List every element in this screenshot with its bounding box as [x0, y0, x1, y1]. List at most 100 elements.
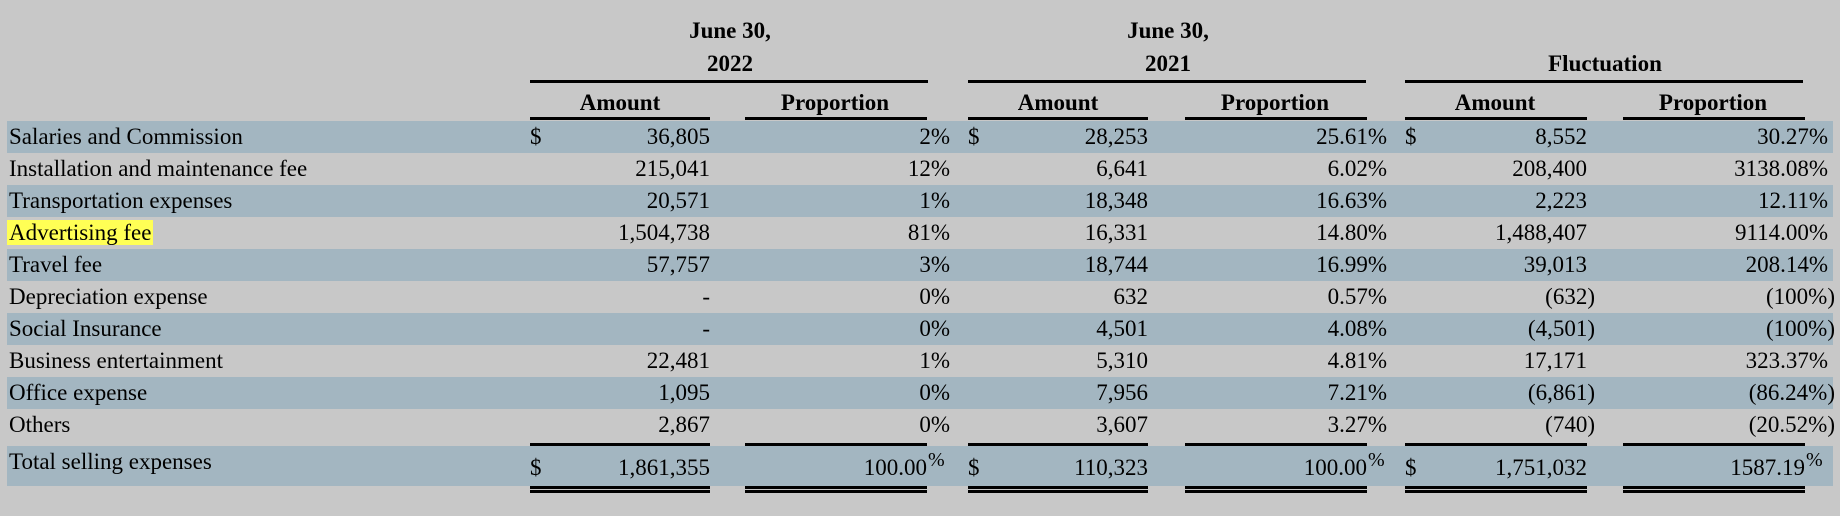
- cell-amount-fluct: 8,552: [1535, 124, 1587, 149]
- col-rule: [530, 117, 710, 120]
- row-label: Business entertainment: [9, 348, 223, 373]
- highlight-mark: Advertising fee: [7, 220, 154, 245]
- cell-proportion-2021: 25.61%: [1316, 124, 1387, 149]
- cell-amount-2022: -: [702, 316, 710, 341]
- dollar-sign: $: [1405, 124, 1417, 149]
- row-label: Others: [9, 412, 71, 437]
- subtotal-rule: [1405, 443, 1587, 446]
- group-header-2022: June 30, 2022: [530, 14, 930, 80]
- cell-proportion-2022: 81%: [907, 220, 950, 245]
- row-band: [7, 446, 1833, 486]
- cell-proportion-fluct: 9114.00%: [1734, 220, 1828, 245]
- cell-proportion-fluct: (20.52%): [1748, 412, 1835, 437]
- cell-proportion-fluct: 12.11%: [1757, 188, 1828, 213]
- total-proportion-2022-pct: %: [928, 449, 945, 471]
- group-header-2022-line2: 2022: [707, 51, 753, 76]
- row-band: [7, 377, 1833, 409]
- total-proportion-fluct: 1587.19: [1730, 455, 1805, 480]
- col-rule: [1405, 117, 1587, 120]
- total-double-rule: [530, 486, 710, 493]
- cell-amount-2022: 20,571: [646, 188, 710, 213]
- cell-amount-2021: 6,641: [1096, 156, 1148, 181]
- col-proportion-2022: Proportion: [780, 90, 890, 115]
- group-header-2021: June 30, 2021: [968, 14, 1368, 80]
- cell-amount-2021: 7,956: [1096, 380, 1148, 405]
- row-label: Social Insurance: [9, 316, 162, 341]
- total-amount-fluct: 1,751,032: [1495, 455, 1587, 480]
- group-header-fluctuation: Fluctuation: [1548, 51, 1662, 76]
- cell-amount-2022: 36,805: [646, 124, 710, 149]
- cell-amount-fluct: 17,171: [1523, 348, 1587, 373]
- cell-proportion-2021: 16.99%: [1316, 252, 1387, 277]
- col-amount-fluct: Amount: [1454, 90, 1536, 115]
- cell-amount-fluct: 208,400: [1512, 156, 1587, 181]
- row-band: [7, 313, 1833, 345]
- cell-amount-fluct: (6,861): [1527, 380, 1595, 405]
- subtotal-rule: [530, 443, 710, 446]
- dollar-sign: $: [1405, 455, 1417, 480]
- cell-amount-fluct: (740): [1545, 412, 1595, 437]
- total-double-rule: [1623, 486, 1805, 493]
- cell-proportion-2021: 0.57%: [1327, 284, 1387, 309]
- col-proportion-2021: Proportion: [1220, 90, 1330, 115]
- cell-proportion-2021: 3.27%: [1327, 412, 1387, 437]
- cell-amount-2021: 16,331: [1084, 220, 1148, 245]
- row-label: Office expense: [9, 380, 148, 405]
- cell-proportion-fluct: 323.37%: [1745, 348, 1828, 373]
- cell-amount-2021: 3,607: [1096, 412, 1148, 437]
- row-label: Installation and maintenance fee: [9, 156, 308, 181]
- col-rule: [968, 117, 1148, 120]
- col-rule: [745, 117, 927, 120]
- row-band: [7, 249, 1833, 281]
- cell-proportion-2021: 6.02%: [1327, 156, 1387, 181]
- total-proportion-fluct-pct: %: [1806, 449, 1823, 471]
- cell-proportion-2022: 0%: [919, 380, 950, 405]
- row-label-highlighted: Advertising fee: [7, 217, 154, 249]
- cell-amount-2021: 632: [1113, 284, 1149, 309]
- group-header-2022-line1: June 30,: [689, 18, 771, 43]
- subtotal-rule: [1185, 443, 1367, 446]
- group-rule-2022: [530, 80, 928, 83]
- cell-proportion-fluct: 3138.08%: [1734, 156, 1828, 181]
- row-label: Salaries and Commission: [9, 124, 243, 149]
- row-band: [7, 121, 1833, 153]
- col-amount-2021: Amount: [1017, 90, 1099, 115]
- cell-amount-2022: 1,504,738: [618, 220, 710, 245]
- dollar-sign: $: [530, 455, 542, 480]
- cell-proportion-2021: 14.80%: [1316, 220, 1387, 245]
- cell-amount-fluct: (4,501): [1527, 316, 1595, 341]
- dollar-sign: $: [530, 124, 542, 149]
- group-rule-fluctuation: [1405, 80, 1803, 83]
- cell-proportion-2022: 3%: [919, 252, 950, 277]
- row-band: [7, 185, 1833, 217]
- total-double-rule: [1185, 486, 1367, 493]
- cell-amount-fluct: 2,223: [1535, 188, 1587, 213]
- col-amount-2022: Amount: [579, 90, 661, 115]
- cell-amount-2022: 57,757: [646, 252, 710, 277]
- cell-amount-fluct: 1,488,407: [1495, 220, 1587, 245]
- dollar-sign: $: [968, 455, 980, 480]
- total-amount-2022: 1,861,355: [618, 455, 710, 480]
- cell-amount-2021: 5,310: [1096, 348, 1148, 373]
- cell-proportion-2022: 0%: [919, 412, 950, 437]
- col-rule: [1185, 117, 1367, 120]
- cell-amount-2021: 28,253: [1084, 124, 1148, 149]
- group-header-2021-line1: June 30,: [1127, 18, 1209, 43]
- subtotal-rule: [745, 443, 927, 446]
- cell-proportion-2022: 1%: [919, 188, 950, 213]
- total-double-rule: [1405, 486, 1587, 493]
- cell-proportion-fluct: 30.27%: [1757, 124, 1828, 149]
- cell-proportion-2022: 2%: [919, 124, 950, 149]
- cell-amount-2021: 18,348: [1084, 188, 1148, 213]
- cell-proportion-fluct: 208.14%: [1745, 252, 1828, 277]
- cell-proportion-2021: 7.21%: [1327, 380, 1387, 405]
- total-label: Total selling expenses: [9, 449, 212, 474]
- subtotal-rule: [968, 443, 1148, 446]
- dollar-sign: $: [968, 124, 980, 149]
- cell-amount-2022: 2,867: [658, 412, 710, 437]
- cell-amount-2021: 18,744: [1084, 252, 1148, 277]
- total-double-rule: [968, 486, 1148, 493]
- cell-amount-2022: 1,095: [658, 380, 710, 405]
- cell-proportion-2022: 12%: [907, 156, 950, 181]
